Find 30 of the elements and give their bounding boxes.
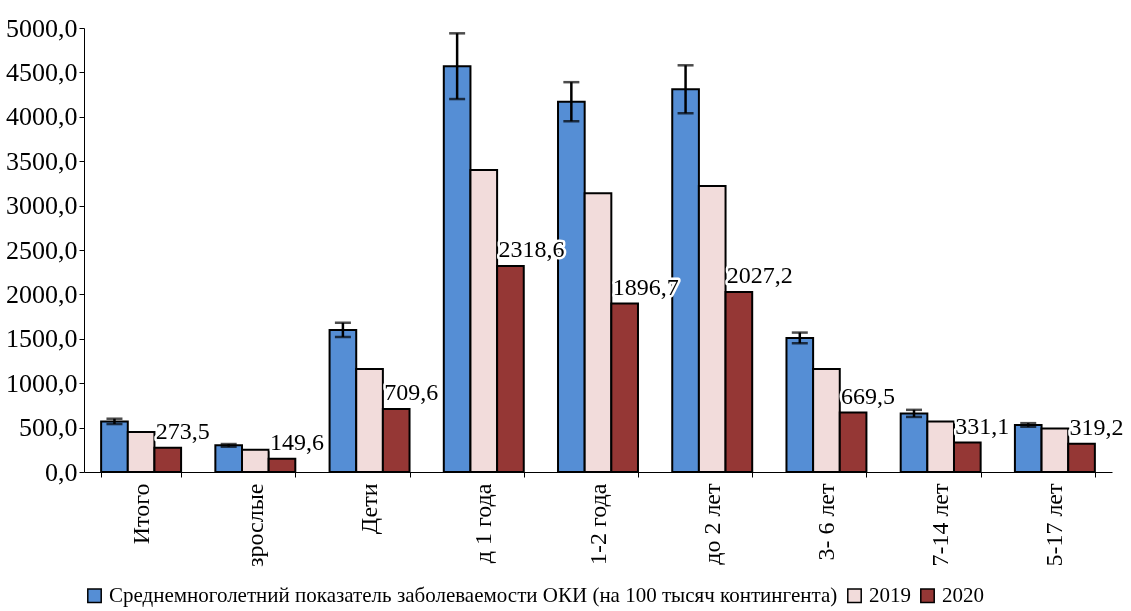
x-tick-label: Дети (356, 483, 383, 535)
y-tick-label: 3000,0 (6, 191, 78, 221)
x-tick-label: Итого (127, 483, 154, 545)
x-tick-label: 3- 6 лет (812, 482, 839, 561)
y-tick-label: 2000,0 (6, 279, 78, 309)
y-tick-label: 5000,0 (6, 13, 78, 43)
x-tick-label: 5-17 лет (1041, 482, 1068, 567)
data-label: 273,5 (155, 417, 210, 444)
data-label: 669,5 (841, 382, 896, 409)
legend-label: 2020 (942, 582, 984, 607)
y-tick-label: 1500,0 (6, 324, 78, 354)
y-tick-label: 500,0 (19, 413, 78, 443)
y-tick-label: 1000,0 (6, 368, 78, 398)
x-tick-label: 1-2 года (584, 483, 611, 565)
legend-label: Среднемноголетний показатель заболеваемости ОКИ (на 100 тысяч контингента) (109, 582, 838, 607)
x-tick-label: 7-14 лет (927, 482, 954, 567)
x-tick-label: зрослые (241, 483, 268, 567)
y-tick-label: 3500,0 (6, 146, 78, 176)
y-tick-label: 0,0 (45, 457, 78, 487)
x-tick-label: д 1 года (470, 483, 497, 564)
y-tick-label: 4500,0 (6, 57, 78, 87)
legend-label: 2019 (869, 582, 911, 607)
data-label: 2027,2 (726, 261, 793, 288)
data-label: 331,1 (955, 412, 1010, 439)
data-label: 319,2 (1069, 413, 1124, 440)
y-tick-label: 2500,0 (6, 235, 78, 265)
data-label: 149,6 (269, 428, 324, 455)
x-tick-label: до 2 лет (698, 482, 725, 565)
y-tick-label: 4000,0 (6, 102, 78, 132)
data-label: 709,6 (384, 378, 439, 405)
